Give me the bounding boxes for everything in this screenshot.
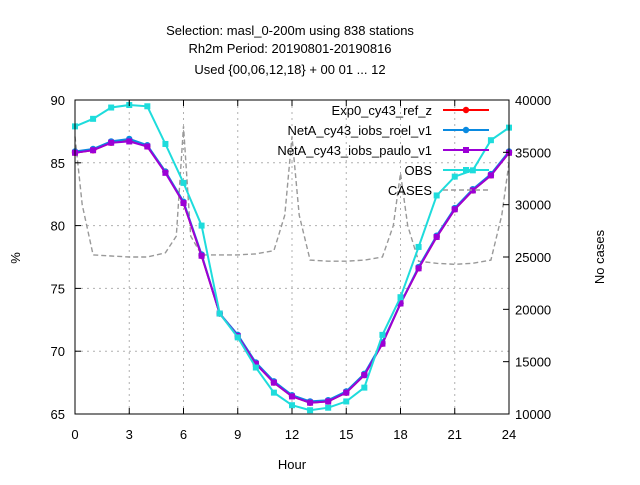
data-point xyxy=(361,372,368,379)
data-point xyxy=(307,407,314,414)
data-point xyxy=(289,402,295,409)
axes: 0 3 6 9 12 15 18 21 24 65 70 75 80 85 90 10000 15000 2000… xyxy=(51,93,552,442)
y-tick-label: 70 xyxy=(51,344,65,359)
data-point xyxy=(180,199,187,206)
data-point xyxy=(415,265,422,272)
legend-label: CASES xyxy=(388,183,432,198)
data-point xyxy=(108,104,115,111)
legend-marker xyxy=(462,106,470,114)
data-point xyxy=(343,389,350,396)
data-point xyxy=(433,233,440,240)
legend-marker xyxy=(463,147,469,153)
data-point xyxy=(379,340,386,347)
x-tick-label: 21 xyxy=(448,427,462,442)
y-tick-label: 80 xyxy=(51,219,65,234)
y2-tick-label: 35000 xyxy=(515,145,551,160)
y-tick-label: 65 xyxy=(51,407,65,422)
y-tick-label: 85 xyxy=(51,156,65,171)
legend-item: OBS xyxy=(405,163,489,178)
y-axis-label: % xyxy=(8,252,23,264)
data-point xyxy=(162,169,169,176)
title-line-3: Used {00,06,12,18} + 00 01 ... 12 xyxy=(194,62,385,77)
data-point xyxy=(126,138,133,145)
legend-item: NetA_cy43_iobs_roel_v1 xyxy=(287,123,489,138)
title-line-2: Rh2m Period: 20190801-20190816 xyxy=(188,41,391,56)
legend: Exp0_cy43_ref_z NetA_cy43_iobs_roel_v1 Net… xyxy=(277,103,489,198)
legend-item: CASES xyxy=(388,183,489,198)
data-point xyxy=(397,294,404,301)
data-point xyxy=(198,252,205,259)
data-point xyxy=(451,173,458,180)
chart-title: Selection: masl_0-200m using 838 station… xyxy=(166,23,414,77)
data-point xyxy=(90,115,97,122)
data-point xyxy=(469,187,476,194)
data-point xyxy=(252,360,259,367)
x-tick-label: 6 xyxy=(180,427,187,442)
legend-item: NetA_cy43_iobs_paulo_v1 xyxy=(277,143,489,158)
data-point xyxy=(325,404,332,411)
data-point xyxy=(198,222,205,229)
data-point xyxy=(234,334,241,341)
data-point xyxy=(451,206,458,213)
data-point xyxy=(379,331,386,338)
title-line-1: Selection: masl_0-200m using 838 station… xyxy=(166,23,414,38)
y2-tick-label: 25000 xyxy=(515,250,551,265)
y2-tick-label: 20000 xyxy=(515,302,551,317)
legend-label: NetA_cy43_iobs_paulo_v1 xyxy=(277,143,432,158)
data-point xyxy=(487,137,494,144)
data-point xyxy=(270,389,277,396)
grid xyxy=(75,100,509,414)
data-point xyxy=(487,172,494,179)
y2-tick-label: 30000 xyxy=(515,198,551,213)
data-point xyxy=(270,379,277,386)
data-point xyxy=(216,310,223,317)
data-point xyxy=(162,140,169,147)
x-axis-label: Hour xyxy=(278,457,307,472)
x-tick-label: 0 xyxy=(71,427,78,442)
series-line xyxy=(74,126,510,266)
x-tick-label: 24 xyxy=(502,427,516,442)
y-tick-label: 90 xyxy=(51,93,65,108)
legend-marker xyxy=(463,167,469,173)
legend-label: Exp0_cy43_ref_z xyxy=(332,103,432,118)
y2-tick-label: 10000 xyxy=(515,407,551,422)
data-point xyxy=(144,103,151,110)
legend-label: OBS xyxy=(405,163,433,178)
data-point xyxy=(343,398,350,405)
y-tick-label: 75 xyxy=(51,281,65,296)
data-point xyxy=(90,147,97,154)
x-tick-label: 15 xyxy=(339,427,353,442)
series-line xyxy=(74,140,510,404)
x-tick-label: 18 xyxy=(393,427,407,442)
data-point xyxy=(289,393,295,400)
data-point xyxy=(325,398,332,405)
plot-series xyxy=(71,102,513,414)
y2-tick-label: 40000 xyxy=(515,93,551,108)
x-tick-label: 9 xyxy=(234,427,241,442)
data-point xyxy=(433,192,440,199)
data-point xyxy=(252,364,259,371)
legend-item: Exp0_cy43_ref_z xyxy=(332,103,489,118)
series-CASES xyxy=(74,126,510,266)
data-point xyxy=(180,179,187,186)
y2-tick-label: 15000 xyxy=(515,355,551,370)
data-point xyxy=(108,139,115,146)
legend-label: NetA_cy43_iobs_roel_v1 xyxy=(287,123,432,138)
data-point xyxy=(415,243,422,250)
data-point xyxy=(397,300,404,307)
data-point xyxy=(307,399,314,406)
legend-marker xyxy=(462,126,470,134)
y2-axis-label: No cases xyxy=(592,229,607,284)
data-point xyxy=(361,384,368,391)
data-point xyxy=(144,143,151,150)
x-tick-label: 12 xyxy=(285,427,299,442)
x-tick-label: 3 xyxy=(126,427,133,442)
